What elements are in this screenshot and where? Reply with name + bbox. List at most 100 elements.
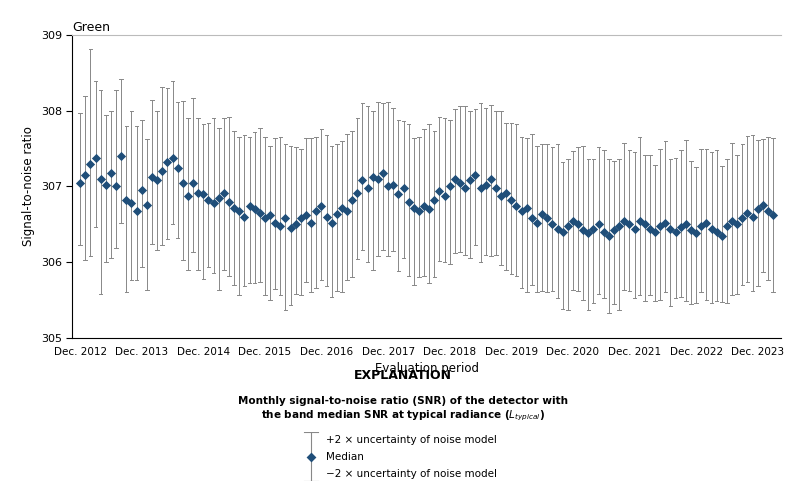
Point bbox=[494, 192, 507, 200]
Point bbox=[412, 207, 425, 215]
Point bbox=[556, 228, 569, 236]
Point bbox=[587, 225, 600, 233]
Point bbox=[397, 184, 410, 192]
Point bbox=[377, 169, 390, 177]
Point bbox=[684, 226, 697, 234]
Point bbox=[382, 182, 394, 191]
Point bbox=[602, 231, 615, 239]
Point bbox=[766, 211, 779, 219]
Point bbox=[751, 205, 764, 213]
Point bbox=[448, 175, 461, 183]
Y-axis label: Signal-to-noise ratio: Signal-to-noise ratio bbox=[23, 127, 35, 246]
Point bbox=[669, 228, 682, 236]
Point bbox=[582, 229, 595, 237]
Point bbox=[105, 169, 118, 177]
Point bbox=[608, 226, 621, 234]
Point bbox=[572, 220, 584, 228]
Point bbox=[341, 207, 353, 215]
Point bbox=[99, 181, 112, 189]
X-axis label: Evaluation period: Evaluation period bbox=[374, 362, 479, 375]
Point bbox=[407, 204, 420, 212]
Point bbox=[228, 204, 241, 212]
Point bbox=[146, 173, 159, 181]
Point bbox=[638, 220, 651, 228]
Point bbox=[299, 211, 312, 219]
Text: EXPLANATION: EXPLANATION bbox=[353, 369, 452, 382]
Point bbox=[530, 219, 543, 227]
Point bbox=[325, 219, 338, 227]
Point bbox=[736, 214, 749, 222]
Point bbox=[479, 181, 492, 189]
Point bbox=[304, 453, 317, 461]
Point bbox=[710, 228, 723, 236]
Point bbox=[130, 207, 143, 215]
Point bbox=[520, 204, 533, 212]
Point bbox=[679, 220, 692, 228]
Point bbox=[387, 181, 400, 189]
Point bbox=[217, 188, 230, 197]
Point bbox=[664, 225, 677, 233]
Point bbox=[356, 176, 369, 184]
Point bbox=[402, 198, 415, 206]
Point bbox=[576, 226, 589, 234]
Point bbox=[176, 179, 189, 187]
Point bbox=[243, 202, 256, 210]
Point bbox=[258, 214, 271, 222]
Point bbox=[109, 182, 122, 191]
Point bbox=[469, 171, 482, 179]
Point bbox=[84, 160, 97, 168]
Point bbox=[79, 171, 92, 179]
Point bbox=[140, 202, 153, 210]
Point bbox=[279, 214, 292, 222]
Point bbox=[634, 217, 646, 225]
Point bbox=[690, 229, 703, 237]
Point bbox=[643, 225, 656, 233]
Point bbox=[618, 217, 631, 225]
Point bbox=[592, 220, 605, 228]
Point bbox=[233, 207, 246, 215]
Point bbox=[695, 222, 708, 230]
Text: Monthly signal-to-noise ratio (SNR) of the detector with: Monthly signal-to-noise ratio (SNR) of t… bbox=[237, 396, 568, 406]
Text: +2 × uncertainty of noise model: +2 × uncertainty of noise model bbox=[326, 435, 497, 445]
Text: Median: Median bbox=[326, 452, 364, 462]
Point bbox=[453, 179, 466, 187]
Point bbox=[346, 196, 359, 204]
Point bbox=[535, 210, 548, 218]
Point bbox=[94, 175, 107, 183]
Point bbox=[526, 214, 539, 222]
Text: Green: Green bbox=[72, 21, 110, 34]
Point bbox=[284, 224, 297, 232]
Point bbox=[505, 196, 518, 204]
Point bbox=[192, 188, 204, 197]
Point bbox=[716, 231, 729, 239]
Point bbox=[315, 202, 328, 210]
Point bbox=[561, 222, 574, 230]
Point bbox=[515, 207, 528, 215]
Point bbox=[254, 209, 266, 217]
Point bbox=[135, 185, 148, 194]
Point bbox=[541, 214, 554, 222]
Point bbox=[623, 220, 636, 228]
Point bbox=[757, 202, 770, 210]
Point bbox=[741, 209, 754, 217]
Point bbox=[222, 198, 235, 206]
Point bbox=[459, 184, 472, 192]
Point bbox=[197, 190, 210, 198]
Point bbox=[597, 228, 610, 236]
Point bbox=[310, 207, 323, 215]
Point bbox=[115, 152, 128, 160]
Point bbox=[489, 184, 502, 192]
Point bbox=[423, 205, 436, 213]
Point bbox=[500, 188, 513, 197]
Point bbox=[392, 190, 405, 198]
Point bbox=[361, 184, 374, 192]
Point bbox=[762, 207, 774, 215]
Point bbox=[181, 192, 194, 200]
Point bbox=[274, 222, 287, 230]
Point bbox=[89, 154, 102, 162]
Point bbox=[725, 217, 738, 225]
Point bbox=[649, 228, 662, 236]
Point bbox=[202, 196, 215, 204]
Point bbox=[438, 192, 451, 200]
Point bbox=[295, 214, 308, 222]
